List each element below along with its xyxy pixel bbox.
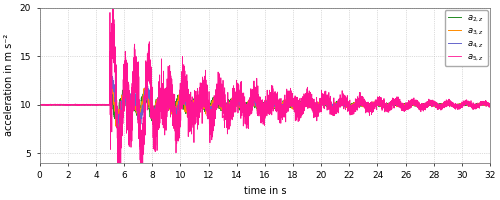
$a_{5,z}$ [36,104,43,106]
$a_{5,z}$ [236,91,242,93]
$a_{2,z}$ [160,99,166,101]
Y-axis label: acceleration in m s⁻²: acceleration in m s⁻² [4,34,14,136]
$a_{2,z}$ [200,105,206,108]
$a_{2,z}$ [107,82,113,85]
$a_{2,z}$ [36,104,43,106]
$a_{3,z}$ [114,124,120,127]
$a_{4,z}$ [358,103,364,105]
$a_{3,z}$ [114,129,120,131]
$a_{3,z}$ [36,104,43,106]
$a_{3,z}$ [200,105,206,107]
$a_{2,z}$ [417,104,423,106]
$a_{5,z}$ [160,120,166,122]
$a_{5,z}$ [358,100,364,103]
$a_{4,z}$ [236,104,242,106]
$a_{2,z}$ [358,105,364,107]
X-axis label: time in s: time in s [244,186,286,196]
$a_{4,z}$ [417,105,423,107]
$a_{5,z}$ [200,101,206,103]
$a_{4,z}$ [200,102,206,105]
$a_{5,z}$ [116,174,122,177]
$a_{4,z}$ [160,105,166,107]
$a_{4,z}$ [36,104,43,106]
$a_{4,z}$ [115,126,121,129]
Line: $a_{2,z}$: $a_{2,z}$ [40,83,490,128]
$a_{5,z}$ [417,108,423,110]
$a_{4,z}$ [114,117,120,119]
$a_{5,z}$ [114,127,120,129]
$a_{3,z}$ [108,73,114,75]
$a_{3,z}$ [160,100,166,103]
$a_{2,z}$ [114,127,119,129]
$a_{5,z}$ [110,8,116,11]
$a_{2,z}$ [236,108,242,110]
$a_{4,z}$ [108,72,114,75]
Line: $a_{3,z}$: $a_{3,z}$ [40,74,490,130]
$a_{5,z}$ [487,104,493,106]
$a_{4,z}$ [487,104,493,106]
$a_{3,z}$ [358,104,364,106]
$a_{3,z}$ [487,105,493,107]
$a_{3,z}$ [417,104,423,107]
Legend: $a_{2,z}$, $a_{3,z}$, $a_{4,z}$, $a_{5,z}$: $a_{2,z}$, $a_{3,z}$, $a_{4,z}$, $a_{5,z… [445,10,488,66]
Line: $a_{5,z}$: $a_{5,z}$ [40,9,490,175]
$a_{3,z}$ [236,105,242,107]
Line: $a_{4,z}$: $a_{4,z}$ [40,73,490,127]
$a_{2,z}$ [487,104,493,106]
$a_{2,z}$ [114,117,120,120]
